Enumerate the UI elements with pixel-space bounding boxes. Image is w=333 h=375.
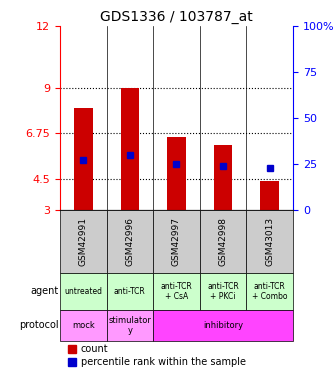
Text: mock: mock: [72, 321, 95, 330]
Text: anti-TCR: anti-TCR: [114, 287, 146, 296]
Text: percentile rank within the sample: percentile rank within the sample: [81, 357, 246, 367]
FancyBboxPatch shape: [107, 273, 153, 310]
Text: anti-TCR
+ PKCi: anti-TCR + PKCi: [207, 282, 239, 301]
FancyBboxPatch shape: [107, 310, 153, 341]
Bar: [167, 136, 186, 210]
Text: agent: agent: [31, 286, 59, 296]
FancyBboxPatch shape: [60, 273, 107, 310]
Title: GDS1336 / 103787_at: GDS1336 / 103787_at: [100, 10, 253, 24]
FancyBboxPatch shape: [60, 310, 107, 341]
FancyBboxPatch shape: [246, 273, 293, 310]
Text: GSM42996: GSM42996: [125, 217, 135, 266]
FancyBboxPatch shape: [107, 210, 153, 273]
Text: GSM42991: GSM42991: [79, 217, 88, 266]
FancyBboxPatch shape: [200, 273, 246, 310]
Text: protocol: protocol: [19, 321, 59, 330]
Bar: [121, 87, 139, 210]
FancyBboxPatch shape: [60, 210, 107, 273]
FancyBboxPatch shape: [246, 210, 293, 273]
FancyBboxPatch shape: [153, 310, 293, 341]
Text: anti-TCR
+ CsA: anti-TCR + CsA: [161, 282, 192, 301]
Bar: [260, 182, 279, 210]
Text: stimulator
y: stimulator y: [109, 316, 151, 335]
FancyBboxPatch shape: [153, 273, 200, 310]
Bar: [214, 145, 232, 210]
Text: count: count: [81, 344, 109, 354]
Text: GSM43013: GSM43013: [265, 217, 274, 266]
FancyBboxPatch shape: [153, 210, 200, 273]
Text: GSM42998: GSM42998: [218, 217, 228, 266]
Text: anti-TCR
+ Combo: anti-TCR + Combo: [252, 282, 287, 301]
Text: inhibitory: inhibitory: [203, 321, 243, 330]
Text: GSM42997: GSM42997: [172, 217, 181, 266]
FancyBboxPatch shape: [200, 210, 246, 273]
Text: untreated: untreated: [64, 287, 102, 296]
Bar: [74, 108, 93, 210]
